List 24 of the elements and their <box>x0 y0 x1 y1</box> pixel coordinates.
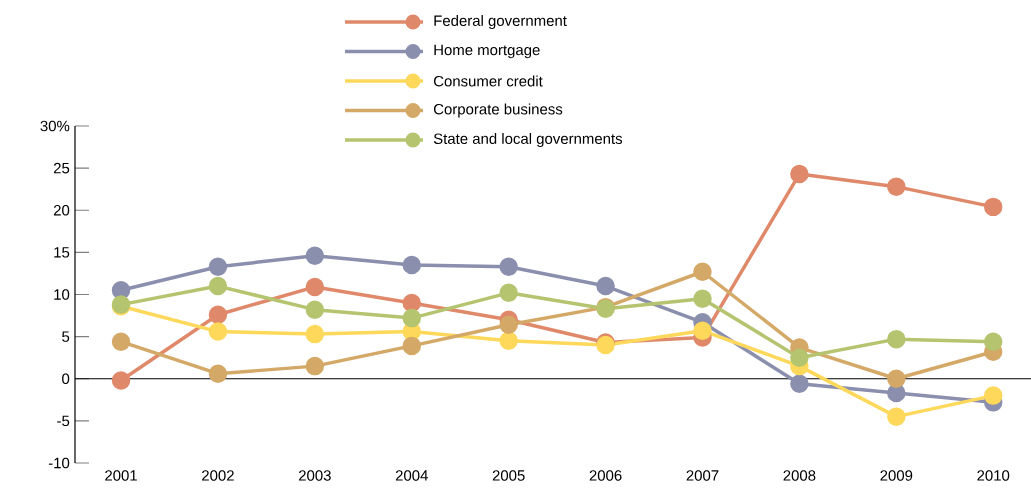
x-tick-label: 2007 <box>686 470 719 481</box>
x-tick-label: 2004 <box>395 470 428 481</box>
y-tick-label: 15 <box>54 247 70 258</box>
x-tick-label: 2009 <box>880 470 913 481</box>
x-tick-label: 2003 <box>298 470 331 481</box>
x-tick-label: 2008 <box>783 470 816 481</box>
x-tick-label: 2001 <box>105 470 137 481</box>
y-tick-label: 0 <box>62 373 70 385</box>
x-tick-label: 2006 <box>589 470 622 481</box>
legend-label: Consumer credit <box>433 75 543 87</box>
y-tick-label: 30% <box>40 120 70 132</box>
y-tick-label: -5 <box>57 415 70 427</box>
x-tick-label: 2005 <box>492 470 525 481</box>
x-tick-label: 2002 <box>202 470 234 481</box>
y-tick-label: 25 <box>53 162 70 174</box>
x-tick-label: 2010 <box>977 470 1010 481</box>
legend-label: State and local governments <box>433 133 623 147</box>
y-tick-label: -10 <box>48 457 70 469</box>
legend-label: Corporate business <box>433 103 563 118</box>
legend-label: Federal government <box>434 15 567 29</box>
y-tick-label: 5 <box>62 331 70 342</box>
y-tick-label: 10 <box>54 289 70 300</box>
y-tick-label: 20 <box>53 204 70 216</box>
legend-label: Home mortgage <box>434 44 540 59</box>
